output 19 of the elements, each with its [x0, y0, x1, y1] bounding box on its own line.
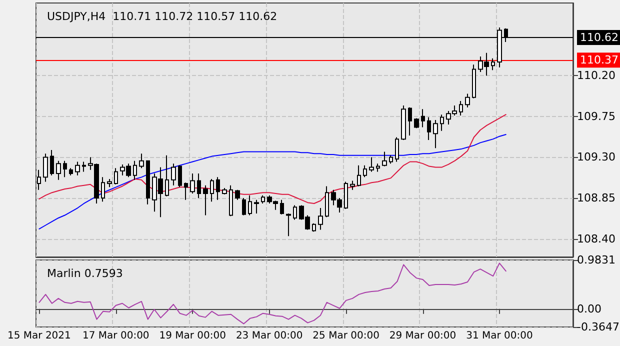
y-tick-label: 109.75 — [577, 110, 616, 123]
x-tick-label: 23 Mar 00:00 — [236, 330, 303, 342]
text: USDJPY,H4 110.71 110.72 110.57 110.62 — [47, 10, 278, 23]
y-tick-label: 108.85 — [577, 192, 616, 205]
y-tick-label: 0.00 — [577, 302, 602, 316]
x-tick-label: 19 Mar 00:00 — [159, 330, 226, 342]
ref-line-label: 110.37 — [580, 54, 618, 67]
x-tick-label: 25 Mar 00:00 — [312, 330, 380, 342]
x-tick-label: 15 Mar 2021 — [7, 330, 71, 342]
y-tick-label: 0.9831 — [577, 254, 616, 266]
x-tick-label: 17 Mar 00:00 — [82, 330, 150, 342]
y-tick-label: 109.30 — [577, 150, 616, 164]
x-tick-label: 29 Mar 00:00 — [389, 330, 456, 342]
y-tick-label: 108.40 — [577, 232, 616, 246]
ref-line-label: 110.62 — [580, 30, 618, 44]
text: Marlin 0.7593 — [47, 267, 123, 280]
y-tick-label: -0.3647 — [577, 320, 620, 334]
y-tick-label: 110.20 — [577, 69, 616, 82]
x-tick-label: 31 Mar 00:00 — [466, 330, 533, 342]
